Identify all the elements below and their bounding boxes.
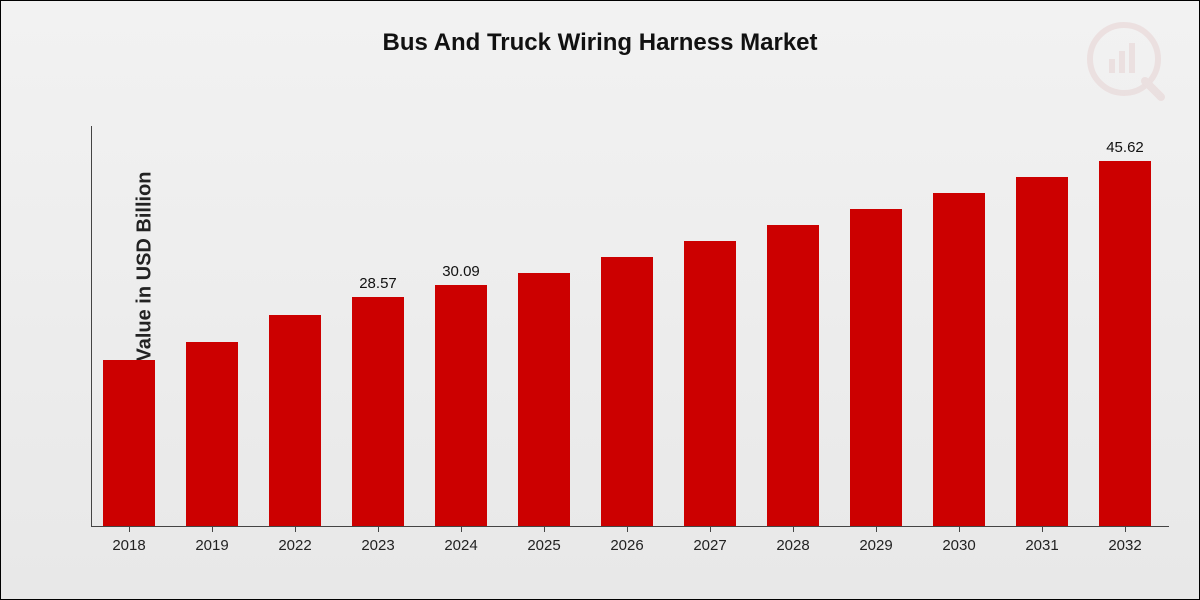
x-tick-label: 2027 [680,537,740,554]
bar: 28.57 [352,297,404,526]
bar [103,360,155,526]
x-tick-label: 2030 [929,537,989,554]
chart-canvas: Bus And Truck Wiring Harness Market Mark… [0,0,1200,600]
x-tick-mark [793,526,794,532]
x-tick-mark [1125,526,1126,532]
x-tick-label: 2029 [846,537,906,554]
bar [186,342,238,526]
bar: 45.62 [1099,161,1151,526]
x-tick-mark [876,526,877,532]
x-tick-mark [627,526,628,532]
x-tick-label: 2023 [348,537,408,554]
x-tick-mark [1042,526,1043,532]
x-tick-label: 2019 [182,537,242,554]
bar [601,257,653,526]
x-tick-mark [295,526,296,532]
x-tick-label: 2022 [265,537,325,554]
bar [269,315,321,526]
x-tick-mark [461,526,462,532]
bar [767,225,819,526]
bar-value-label: 30.09 [435,263,487,280]
bar [518,273,570,526]
x-tick-label: 2032 [1095,537,1155,554]
watermark-logo-icon [1079,19,1169,114]
x-tick-label: 2018 [99,537,159,554]
x-tick-mark [129,526,130,532]
x-tick-mark [710,526,711,532]
x-tick-label: 2026 [597,537,657,554]
x-tick-label: 2031 [1012,537,1072,554]
bar [1016,177,1068,526]
bar-value-label: 45.62 [1099,139,1151,156]
y-axis [91,126,92,526]
bar [850,209,902,526]
x-tick-label: 2024 [431,537,491,554]
plot-area: 20182019202228.57202330.0920242025202620… [91,126,1169,526]
x-tick-mark [378,526,379,532]
x-tick-mark [959,526,960,532]
bar [684,241,736,526]
chart-title-text: Bus And Truck Wiring Harness Market [383,29,818,56]
x-axis [91,526,1169,527]
x-tick-mark [212,526,213,532]
bar-value-label: 28.57 [352,275,404,292]
x-tick-label: 2028 [763,537,823,554]
x-tick-mark [544,526,545,532]
x-tick-label: 2025 [514,537,574,554]
bar [933,193,985,526]
bar: 30.09 [435,285,487,526]
